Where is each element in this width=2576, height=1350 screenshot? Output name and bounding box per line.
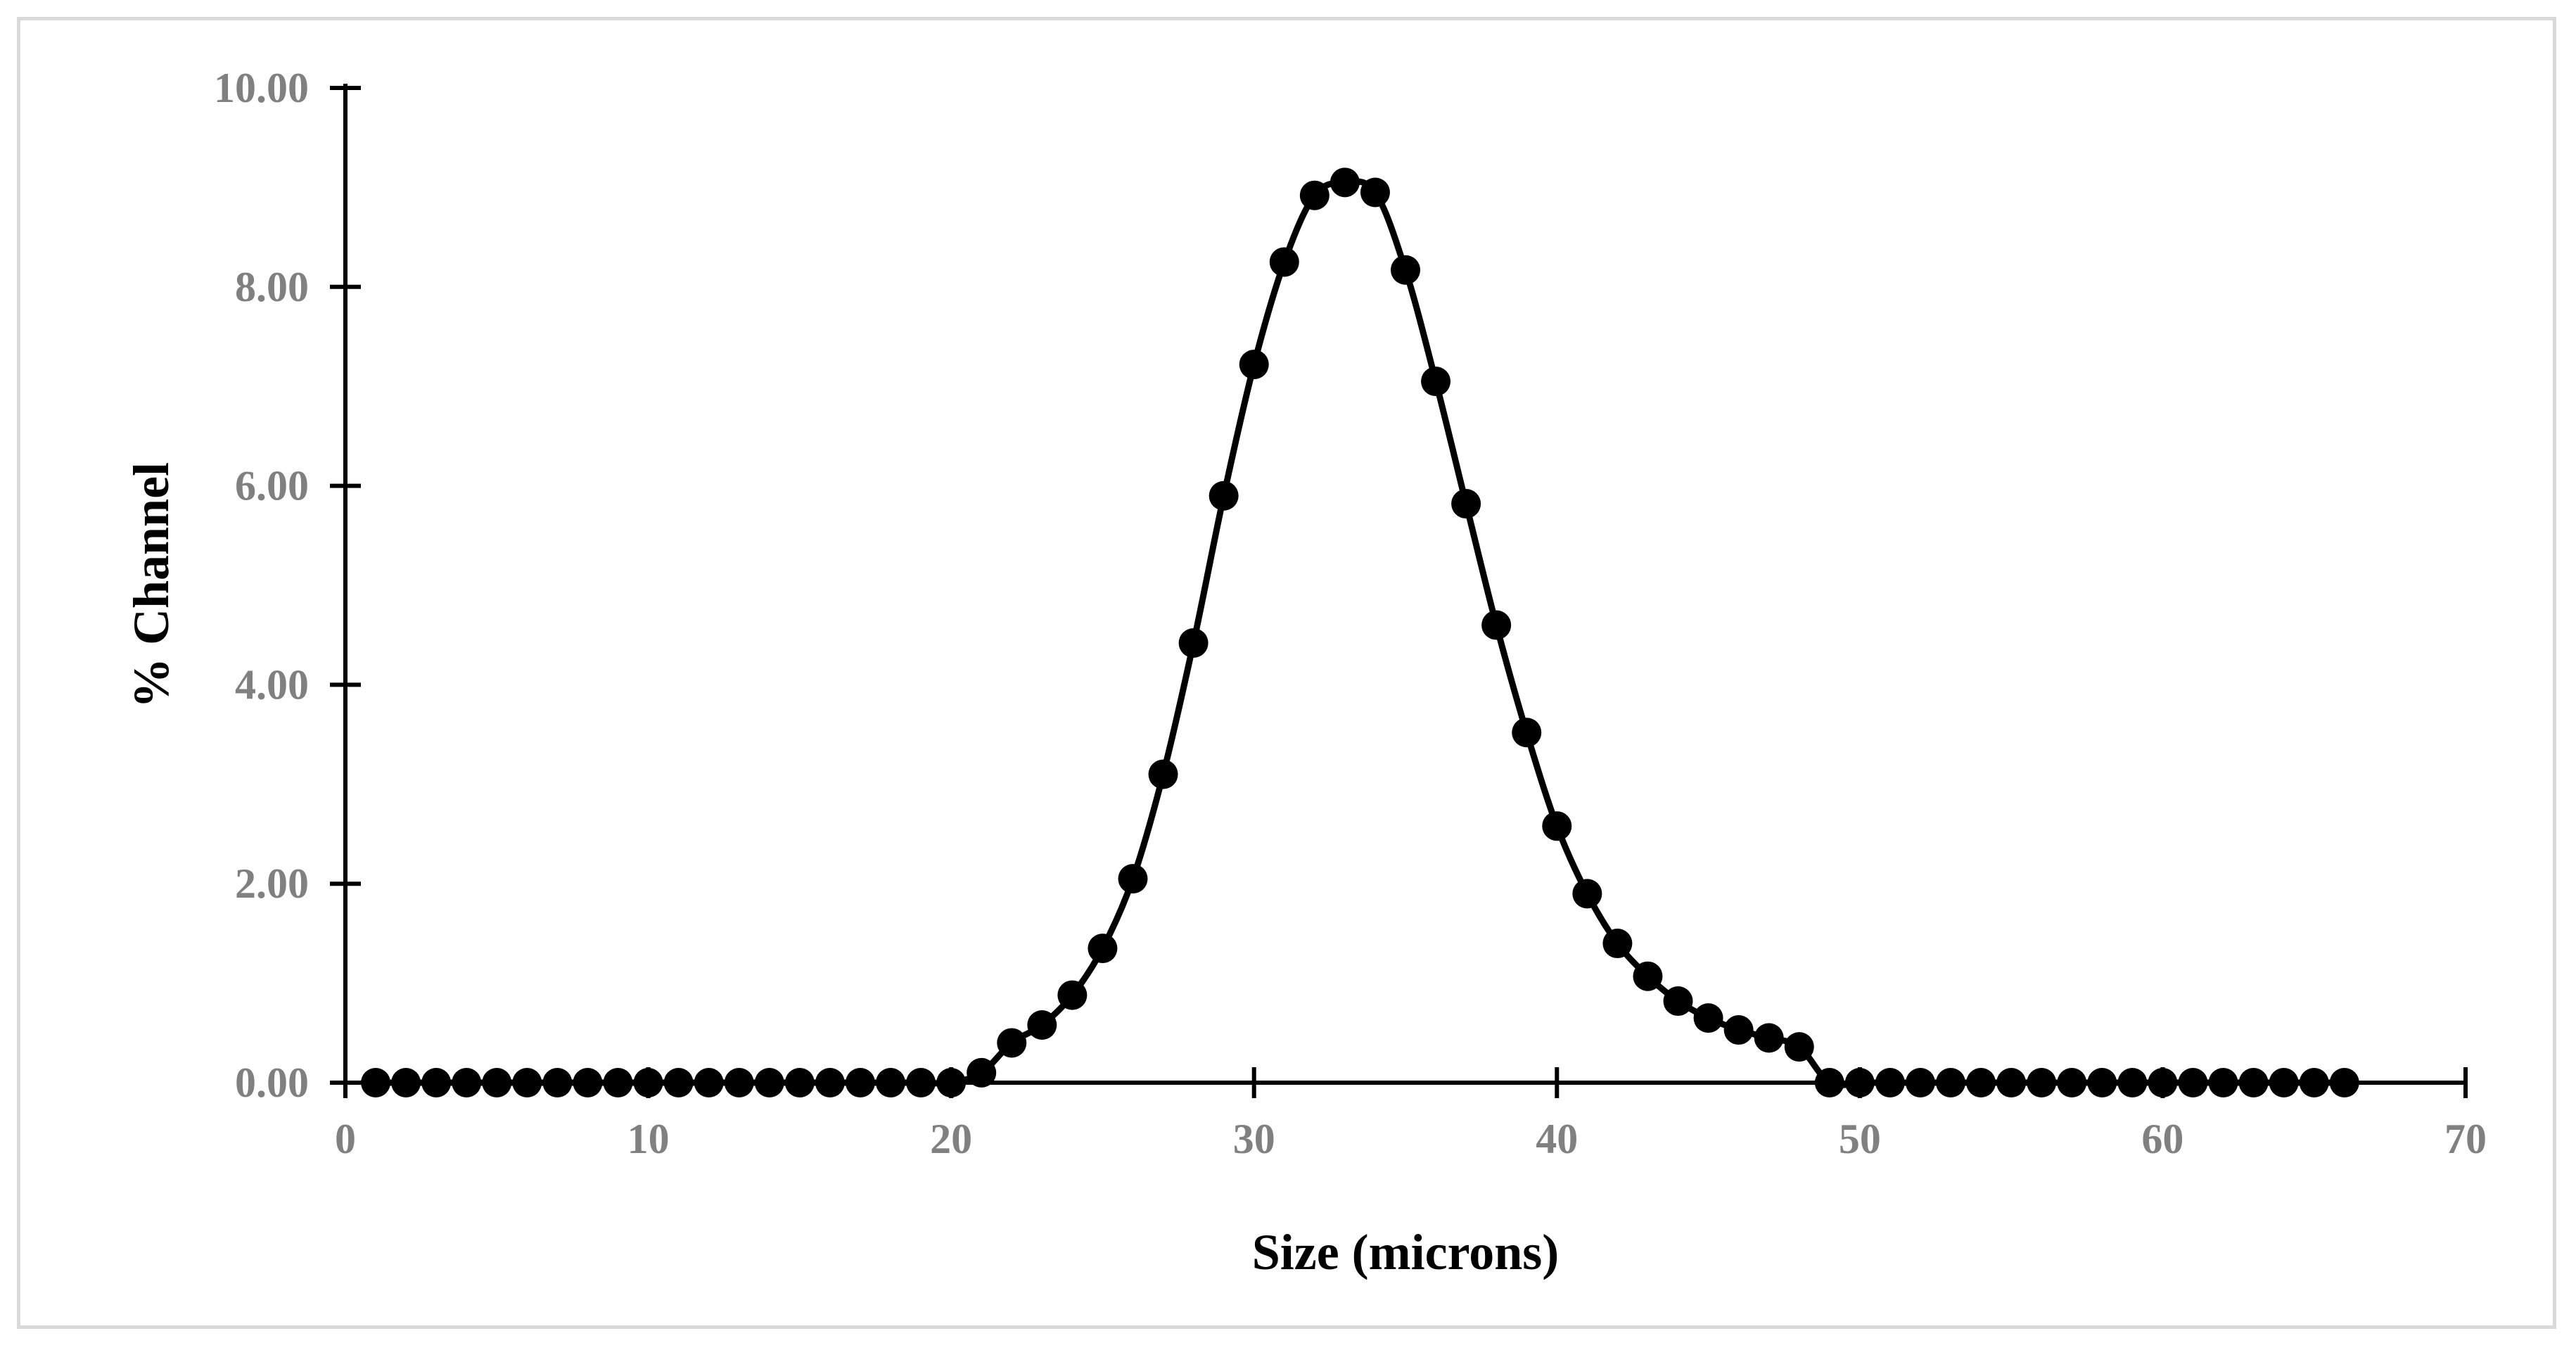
data-point (1118, 864, 1148, 894)
y-tick-label: 4.00 (235, 661, 309, 708)
y-tick-label: 2.00 (235, 860, 309, 907)
data-point (694, 1068, 724, 1097)
data-point (421, 1068, 452, 1097)
data-point (361, 1068, 391, 1097)
data-point (391, 1068, 421, 1097)
data-point (2148, 1068, 2178, 1097)
x-axis-title: Size (microns) (1252, 1224, 1560, 1280)
data-point (1178, 628, 1209, 658)
data-point (1572, 879, 1602, 909)
data-point (1784, 1032, 1814, 1062)
data-point (573, 1068, 603, 1097)
x-tick-label: 40 (1536, 1116, 1578, 1162)
data-point (1391, 255, 1420, 285)
data-point (512, 1068, 542, 1097)
y-tick-label: 10.00 (214, 65, 309, 111)
y-tick-label: 8.00 (235, 264, 309, 310)
data-point (876, 1068, 906, 1097)
data-point (1936, 1068, 1966, 1097)
data-point (482, 1068, 512, 1097)
data-point (1966, 1068, 1996, 1097)
data-point (1905, 1068, 1935, 1097)
data-point (1330, 167, 1360, 198)
x-tick-label: 0 (335, 1116, 356, 1162)
data-point (2329, 1068, 2359, 1097)
data-point (1088, 934, 1118, 964)
data-point (936, 1068, 967, 1097)
data-point (997, 1028, 1027, 1058)
data-point (845, 1068, 875, 1097)
data-point (663, 1068, 694, 1097)
data-point (1209, 480, 1239, 511)
data-point (1269, 247, 1299, 277)
chart-frame: 0.00 2.00 4.00 6.00 8.00 10.00 0 10 20 30 40 50 60 7… (17, 17, 2556, 1329)
data-point (2238, 1068, 2269, 1097)
data-point (1602, 929, 1633, 959)
data-point (452, 1068, 482, 1097)
y-axis-title: % Channel (123, 462, 179, 708)
data-point (754, 1068, 784, 1097)
y-axis-ticks: 0.00 2.00 4.00 6.00 8.00 10.00 (214, 65, 361, 1106)
data-point (1299, 180, 1330, 210)
series-curve (376, 178, 2345, 1089)
data-point (1723, 1015, 1754, 1045)
data-point (906, 1068, 936, 1097)
data-point (1844, 1068, 1875, 1097)
data-point (1027, 1010, 1057, 1040)
data-point (1754, 1023, 1784, 1053)
data-point (1421, 367, 1451, 397)
data-point (2299, 1068, 2329, 1097)
data-point (1512, 718, 1542, 748)
data-point (603, 1068, 633, 1097)
data-point (815, 1068, 845, 1097)
data-point (724, 1068, 754, 1097)
data-point (967, 1057, 997, 1088)
data-point (633, 1068, 663, 1097)
data-point (2117, 1068, 2148, 1097)
data-point (1996, 1068, 2027, 1097)
data-point (2057, 1068, 2087, 1097)
data-point (1542, 811, 1572, 841)
data-point (1814, 1068, 1844, 1097)
data-point (784, 1068, 815, 1097)
data-point (542, 1068, 573, 1097)
data-point (2087, 1068, 2117, 1097)
x-tick-label: 50 (1839, 1116, 1881, 1162)
x-tick-label: 20 (930, 1116, 972, 1162)
data-point (2269, 1068, 2299, 1097)
data-point (1633, 961, 1663, 991)
data-point (1693, 1003, 1723, 1033)
data-point (1451, 489, 1481, 519)
x-tick-label: 70 (2444, 1116, 2487, 1162)
data-point (2027, 1068, 2057, 1097)
data-point (1148, 759, 1178, 789)
data-point (1663, 986, 1693, 1017)
data-point (1057, 980, 1088, 1010)
data-point (1239, 350, 1269, 380)
series-points (361, 167, 2359, 1097)
x-tick-label: 30 (1233, 1116, 1275, 1162)
y-tick-label: 6.00 (235, 463, 309, 509)
data-point (1360, 177, 1390, 208)
y-tick-label: 0.00 (235, 1059, 309, 1106)
x-tick-label: 10 (627, 1116, 670, 1162)
data-point (2178, 1068, 2208, 1097)
data-point (2208, 1068, 2238, 1097)
data-point (1875, 1068, 1905, 1097)
data-point (1481, 610, 1512, 640)
chart-canvas: 0.00 2.00 4.00 6.00 8.00 10.00 0 10 20 30 40 50 60 7… (123, 65, 2487, 1280)
x-tick-label: 60 (2141, 1116, 2183, 1162)
